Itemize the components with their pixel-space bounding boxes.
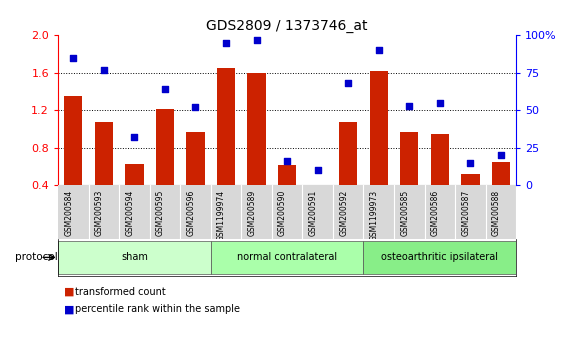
Bar xyxy=(278,165,296,185)
Bar xyxy=(339,122,357,185)
Bar xyxy=(400,132,418,185)
Point xyxy=(191,104,200,110)
Point xyxy=(282,158,292,164)
Text: sham: sham xyxy=(121,252,148,262)
Point xyxy=(435,100,444,105)
Bar xyxy=(211,185,241,239)
Bar xyxy=(58,185,89,239)
Bar xyxy=(241,185,272,239)
Text: GSM200592: GSM200592 xyxy=(339,189,348,236)
Bar xyxy=(186,132,205,185)
Text: ■: ■ xyxy=(64,287,74,297)
Point xyxy=(343,80,353,86)
Text: normal contralateral: normal contralateral xyxy=(237,252,337,262)
Point xyxy=(496,152,506,158)
Bar xyxy=(364,241,516,274)
Point xyxy=(313,167,322,173)
Bar xyxy=(211,241,364,274)
Text: GSM200590: GSM200590 xyxy=(278,189,287,236)
Text: GSM200593: GSM200593 xyxy=(95,189,104,236)
Text: GSM200587: GSM200587 xyxy=(461,189,470,236)
Bar xyxy=(272,185,302,239)
Text: GSM200585: GSM200585 xyxy=(400,189,409,236)
Bar xyxy=(461,174,480,185)
Text: GSM1199973: GSM1199973 xyxy=(369,189,379,241)
Bar xyxy=(89,185,119,239)
Text: percentile rank within the sample: percentile rank within the sample xyxy=(75,304,240,314)
Bar xyxy=(455,185,485,239)
Point xyxy=(68,55,78,61)
Bar xyxy=(394,185,425,239)
Bar xyxy=(431,134,449,185)
Bar xyxy=(492,162,510,185)
Point xyxy=(222,40,231,46)
Text: GSM200588: GSM200588 xyxy=(492,189,501,235)
Point xyxy=(99,67,108,73)
Point xyxy=(466,160,475,166)
Point xyxy=(160,86,169,92)
Text: GSM200586: GSM200586 xyxy=(431,189,440,236)
Bar xyxy=(150,185,180,239)
Text: ■: ■ xyxy=(64,304,74,314)
Bar xyxy=(485,185,516,239)
Text: GSM200596: GSM200596 xyxy=(186,189,195,236)
Point xyxy=(374,47,383,53)
Bar xyxy=(425,185,455,239)
Title: GDS2809 / 1373746_at: GDS2809 / 1373746_at xyxy=(206,19,368,33)
Bar xyxy=(180,185,211,239)
Text: GSM200594: GSM200594 xyxy=(125,189,135,236)
Bar xyxy=(125,164,143,185)
Point xyxy=(405,103,414,109)
Text: protocol: protocol xyxy=(14,252,57,262)
Bar xyxy=(156,109,174,185)
Text: GSM200589: GSM200589 xyxy=(248,189,256,236)
Bar xyxy=(119,185,150,239)
Bar xyxy=(369,71,388,185)
Text: GSM200591: GSM200591 xyxy=(309,189,318,236)
Bar xyxy=(333,185,364,239)
Bar xyxy=(95,122,113,185)
Text: osteoarthritic ipsilateral: osteoarthritic ipsilateral xyxy=(381,252,498,262)
Text: GSM1199974: GSM1199974 xyxy=(217,189,226,241)
Text: GSM200595: GSM200595 xyxy=(156,189,165,236)
Bar xyxy=(217,68,235,185)
Point xyxy=(130,135,139,140)
Text: transformed count: transformed count xyxy=(75,287,166,297)
Text: GSM200584: GSM200584 xyxy=(64,189,73,236)
Bar xyxy=(248,73,266,185)
Point xyxy=(252,37,261,43)
Bar xyxy=(58,241,211,274)
Bar xyxy=(302,185,333,239)
Bar xyxy=(364,185,394,239)
Bar xyxy=(64,96,82,185)
